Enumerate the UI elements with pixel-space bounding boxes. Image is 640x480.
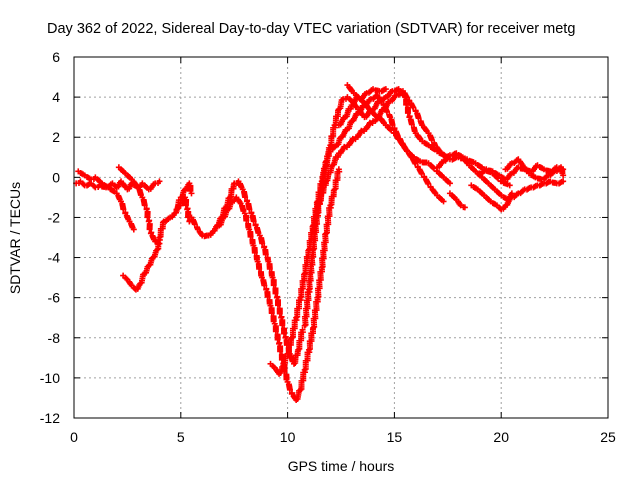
chart-title: Day 362 of 2022, Sidereal Day-to-day VTE… [47,21,575,37]
series-track-12 [344,82,389,103]
data-point [560,172,567,179]
data-point [301,366,308,373]
data-marker [404,110,411,117]
data-marker [272,290,279,297]
data-marker [389,122,396,129]
data-point [560,178,567,185]
data-marker [272,328,279,335]
y-tick-label: -2 [48,209,61,225]
y-tick-label: 2 [52,129,60,145]
data-marker [120,206,127,213]
data-marker [403,101,410,108]
data-marker [270,363,277,370]
series-track-13 [434,150,515,203]
data-point [188,190,195,197]
y-tick-label: 4 [52,89,60,105]
data-marker [256,265,263,272]
data-point [331,186,338,193]
x-tick-label: 0 [70,429,78,445]
data-point [293,314,300,321]
data-marker [270,282,277,289]
data-marker [276,310,283,317]
series-track-15 [468,178,567,213]
series-track-9 [301,92,453,329]
data-point [154,246,161,253]
data-marker [246,206,253,213]
y-tick-label: -10 [40,370,60,386]
data-marker [247,233,254,240]
x-tick-label: 5 [177,429,185,445]
data-marker [277,348,284,355]
y-tick-label: -12 [40,410,60,426]
series-track-3 [115,164,163,247]
data-marker [146,226,153,233]
y-tick-label: 6 [52,49,60,65]
data-marker [259,240,266,247]
data-point [506,182,513,189]
data-marker [250,218,257,225]
data-points [73,82,567,403]
data-marker [275,302,281,309]
data-point [288,334,295,341]
axis-ticks: 0 5 10 15 20 25 -12 -10 -8 -6 -4 -2 0 2 4 6 [40,49,616,445]
data-marker [243,217,250,224]
series-track-17 [502,156,567,183]
data-marker [261,282,268,289]
data-marker [266,265,273,272]
data-marker [286,386,293,393]
data-marker [123,275,130,282]
data-point [305,346,312,353]
data-point [382,86,389,93]
data-point [297,294,304,301]
data-marker [268,310,275,317]
series-track-14 [446,190,468,211]
y-tick-label: -8 [48,330,61,346]
data-point [301,270,308,277]
data-marker [251,249,258,256]
data-marker [264,293,271,300]
data-point [295,346,302,353]
y-axis-label: SDTVAR / TECUs [7,182,23,294]
data-marker [279,322,286,329]
data-marker [281,330,288,337]
data-marker [408,121,415,128]
data-point [335,166,342,173]
x-axis-label: GPS time / hours [288,458,395,474]
y-tick-label: -6 [48,290,61,306]
data-marker [274,336,281,343]
x-tick-label: 20 [493,429,509,445]
data-marker [242,194,249,201]
data-point [297,386,304,393]
data-point [130,226,137,233]
data-marker [182,202,189,209]
series-track-5 [173,180,195,213]
data-point [446,180,453,187]
data-marker [278,356,285,363]
x-tick-label: 10 [280,429,296,445]
y-tick-label: -4 [48,250,61,266]
data-point [310,324,317,331]
data-point [461,204,468,211]
data-point [310,226,317,233]
x-tick-label: 15 [387,429,403,445]
data-point [156,178,163,185]
data-point [314,294,321,301]
plot-frame [73,56,609,419]
series-track-1 [73,178,163,193]
series-track-2 [75,168,137,233]
data-marker [144,214,151,221]
data-point [299,326,306,333]
y-tick-label: 0 [52,169,60,185]
data-point [440,198,447,205]
series-track-7 [216,166,343,403]
data-marker [141,202,148,209]
x-tick-label: 25 [600,429,616,445]
